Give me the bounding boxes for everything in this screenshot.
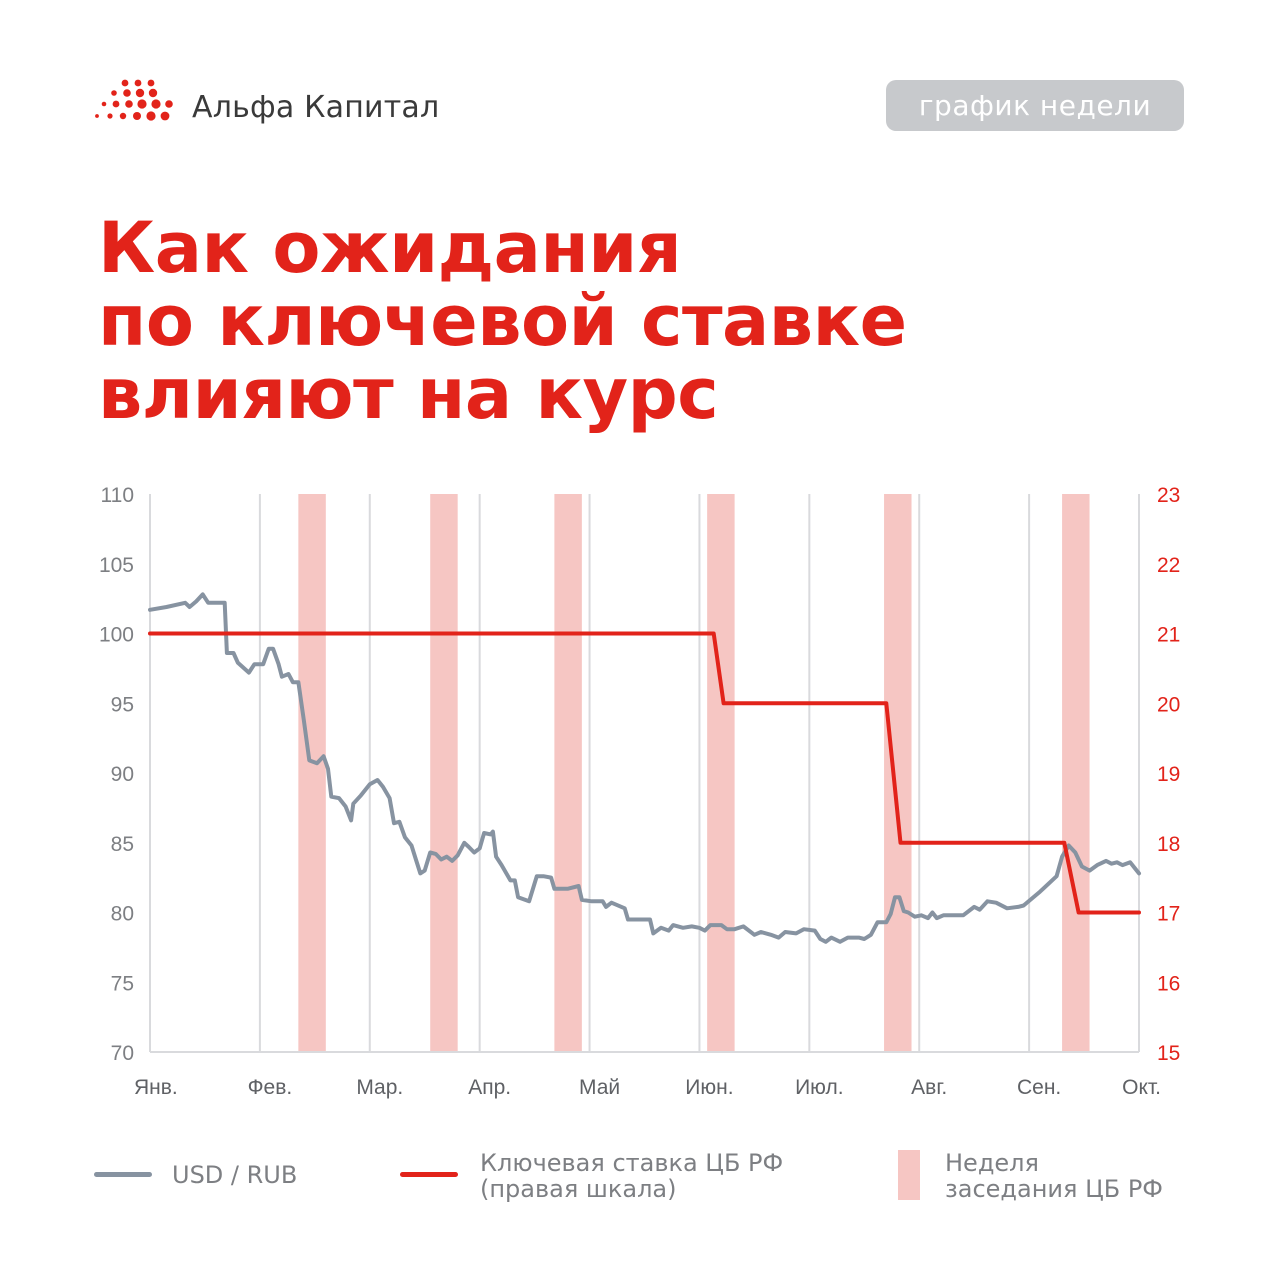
legend-usd-label: USD / RUB <box>172 1161 298 1189</box>
x-tick-4: Апр. <box>468 1076 511 1099</box>
x-tick-10: Окт. <box>1122 1076 1161 1099</box>
y-right-tick-20: 20 <box>1157 693 1180 716</box>
legend-week-label: Неделя заседания ЦБ РФ <box>945 1150 1163 1202</box>
y-right-tick-15: 15 <box>1157 1042 1180 1065</box>
page-title: Как ожидания по ключевой ставке влияют н… <box>98 212 907 431</box>
y-left-tick-75: 75 <box>111 972 134 995</box>
week-badge: график недели <box>886 80 1184 131</box>
x-tick-5: Май <box>579 1076 620 1099</box>
legend-rate-line-2: (правая шкала) <box>480 1175 677 1203</box>
x-tick-9: Сен. <box>1017 1076 1061 1099</box>
usd-rub-line <box>148 592 1141 944</box>
axes <box>149 494 1140 1053</box>
y-left-tick-100: 100 <box>99 624 134 647</box>
y-left-tick-70: 70 <box>111 1042 134 1065</box>
y-left-tick-85: 85 <box>111 833 134 856</box>
y-right-tick-18: 18 <box>1157 833 1180 856</box>
legend-week-swatch <box>898 1150 920 1200</box>
meeting-week-band-6 <box>1062 494 1090 1052</box>
y-right-tick-23: 23 <box>1157 484 1180 507</box>
meeting-week-band-5 <box>884 494 912 1052</box>
legend-week-line-2: заседания ЦБ РФ <box>945 1175 1163 1203</box>
legend-rate-line-1: Ключевая ставка ЦБ РФ <box>480 1149 784 1177</box>
meeting-week-band-2 <box>430 494 458 1052</box>
x-tick-2: Фев. <box>248 1076 293 1099</box>
meeting-week-band-1 <box>298 494 326 1052</box>
brand-logo: Альфа Капитал <box>94 78 464 138</box>
y-right-tick-22: 22 <box>1157 554 1180 577</box>
y-right-tick-17: 17 <box>1157 903 1180 926</box>
legend-rate-label: Ключевая ставка ЦБ РФ (правая шкала) <box>480 1150 783 1202</box>
line-chart: 70 75 80 85 90 95 100 105 110 15 16 17 18 19 20 21 22 23 Я… <box>99 484 1180 1099</box>
y-left-tick-105: 105 <box>99 554 134 577</box>
x-tick-7: Июл. <box>795 1076 843 1099</box>
x-tick-3: Мар. <box>356 1076 403 1099</box>
grid-lines <box>258 494 1031 1052</box>
y-left-tick-110: 110 <box>101 484 134 507</box>
logo-dots-icon <box>95 79 173 121</box>
tick-labels: 70 75 80 85 90 95 100 105 110 15 16 17 18 19 20 21 22 23 Я… <box>99 484 1180 1099</box>
y-left-tick-80: 80 <box>111 903 134 926</box>
legend-usd-swatch <box>94 1172 152 1177</box>
y-left-tick-90: 90 <box>111 763 134 786</box>
title-line-1: Как ожидания <box>98 207 682 289</box>
x-tick-6: Июн. <box>685 1076 733 1099</box>
meeting-bands <box>298 494 1090 1052</box>
y-right-tick-16: 16 <box>1157 972 1180 995</box>
y-right-tick-19: 19 <box>1157 763 1180 786</box>
legend-week-line-1: Неделя <box>945 1149 1039 1177</box>
x-tick-8: Авг. <box>911 1076 947 1099</box>
y-right-tick-21: 21 <box>1157 624 1180 647</box>
title-line-3: влияют на курс <box>98 353 719 435</box>
series <box>148 592 1141 944</box>
legend-rate-swatch <box>400 1172 458 1177</box>
title-line-2: по ключевой ставке <box>98 280 907 362</box>
meeting-week-band-3 <box>554 494 582 1052</box>
y-left-tick-95: 95 <box>111 693 134 716</box>
logo-text: Альфа Капитал <box>192 90 440 125</box>
key-rate-line <box>148 631 1141 915</box>
x-tick-1: Янв. <box>134 1076 178 1099</box>
meeting-week-band-4 <box>707 494 735 1052</box>
